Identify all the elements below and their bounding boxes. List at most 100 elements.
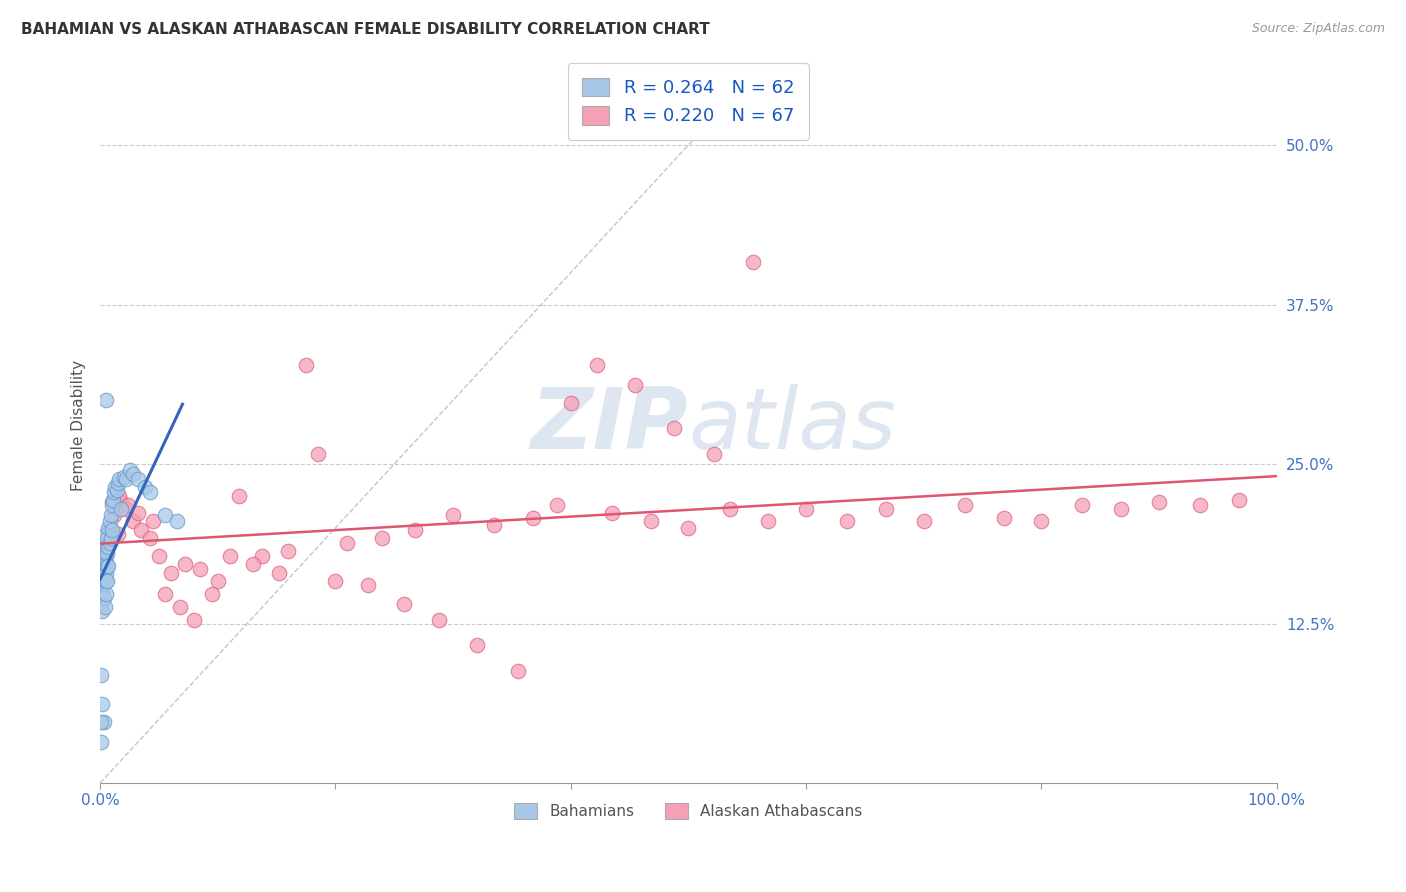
Point (953, 498, 976, 512)
Point (110, 501, 132, 516)
Point (277, 544, 299, 558)
Point (837, 515, 859, 529)
Point (138, 531, 160, 545)
Point (94, 574, 117, 589)
Point (94, 549, 117, 563)
Point (993, 510, 1015, 524)
Point (94, 566, 117, 580)
Legend: Bahamians, Alaskan Athabascans: Bahamians, Alaskan Athabascans (508, 797, 869, 825)
Point (307, 447, 329, 461)
Point (218, 549, 240, 563)
Point (1071, 498, 1094, 512)
Point (91, 572, 114, 586)
Point (465, 638, 488, 652)
Point (101, 492, 124, 507)
Point (404, 524, 426, 538)
Point (94, 393, 117, 408)
Point (1031, 515, 1053, 529)
Point (522, 510, 544, 524)
Point (90, 714, 112, 729)
Point (183, 613, 205, 627)
Point (91, 578, 114, 592)
Point (96, 559, 118, 574)
Point (357, 578, 380, 592)
Point (98, 536, 121, 550)
Point (1227, 492, 1250, 507)
Point (90, 598, 112, 612)
Point (122, 515, 145, 529)
Point (242, 557, 264, 571)
Point (336, 536, 359, 550)
Point (93, 572, 115, 586)
Point (103, 485, 125, 500)
Point (624, 378, 647, 392)
Point (96, 574, 118, 589)
Point (94, 553, 117, 567)
Point (108, 472, 131, 486)
Point (742, 255, 765, 269)
Point (90, 735, 112, 749)
Point (100, 531, 122, 545)
Point (93, 553, 115, 567)
Point (91, 697, 114, 711)
Point (138, 485, 160, 500)
Point (107, 476, 129, 491)
Point (560, 396, 582, 410)
Point (101, 495, 124, 509)
Point (122, 467, 145, 482)
Point (97, 521, 120, 535)
Point (94, 599, 117, 614)
Point (90, 667, 112, 681)
Point (131, 524, 153, 538)
Point (664, 421, 686, 435)
Point (166, 515, 188, 529)
Point (173, 557, 195, 571)
Point (228, 489, 250, 503)
Point (678, 521, 700, 535)
Point (794, 501, 817, 516)
Point (94, 587, 117, 601)
Point (94, 562, 117, 576)
Point (169, 599, 191, 614)
Point (100, 508, 122, 522)
Point (875, 501, 897, 516)
Point (585, 358, 607, 372)
Point (112, 470, 135, 484)
Point (207, 574, 229, 589)
Point (97, 559, 120, 574)
Point (1109, 501, 1132, 516)
Point (267, 566, 290, 580)
Point (118, 463, 141, 477)
Point (90, 578, 112, 592)
Point (101, 524, 124, 538)
Point (93, 562, 115, 576)
Point (127, 506, 149, 520)
Point (94, 527, 117, 541)
Point (912, 515, 935, 529)
Point (105, 483, 128, 497)
Point (91, 584, 114, 599)
Point (756, 515, 779, 529)
Point (93, 591, 115, 605)
Point (142, 515, 165, 529)
Point (91, 553, 114, 567)
Point (600, 506, 623, 520)
Point (153, 587, 176, 601)
Point (546, 498, 568, 512)
Point (91, 566, 114, 580)
Point (96, 546, 118, 560)
Point (134, 480, 156, 494)
Point (98, 521, 121, 535)
Point (506, 664, 529, 678)
Point (325, 574, 347, 589)
Point (153, 508, 176, 522)
Point (484, 518, 506, 533)
Point (1189, 498, 1212, 512)
Point (97, 540, 120, 554)
Point (640, 515, 662, 529)
Point (91, 604, 114, 618)
Point (441, 508, 464, 522)
Point (107, 527, 129, 541)
Point (90, 591, 112, 605)
Point (703, 447, 725, 461)
